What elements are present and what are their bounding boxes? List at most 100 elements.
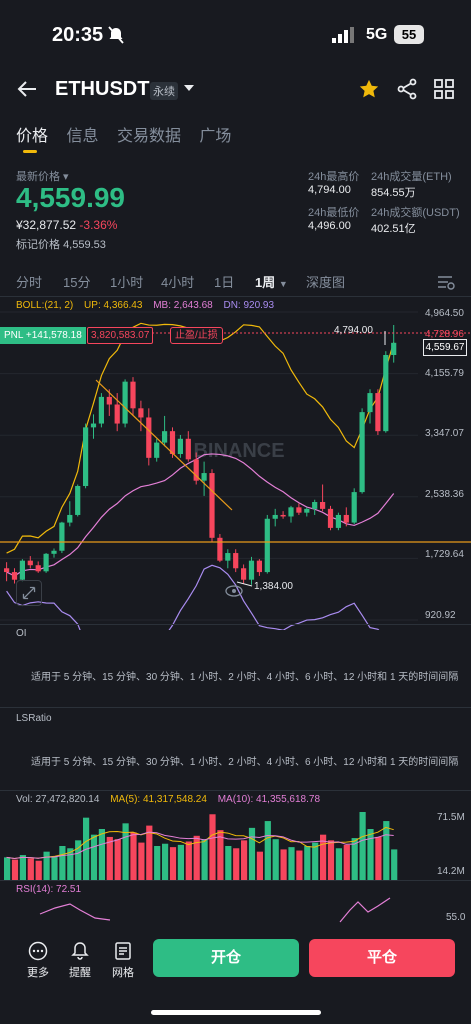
volume-bar: [327, 840, 335, 880]
volume-bar: [367, 829, 374, 880]
volume-bar: [98, 829, 105, 880]
divider: [0, 707, 471, 708]
volume-bar: [59, 846, 66, 880]
candle: [217, 533, 223, 563]
tab-square[interactable]: 广场: [199, 128, 232, 145]
alert-button[interactable]: 提醒: [65, 941, 95, 980]
grid-menu-icon[interactable]: [433, 78, 455, 100]
tab-price[interactable]: 价格: [16, 128, 49, 145]
watermark: BINANCE: [193, 440, 284, 462]
open-position-button[interactable]: 开仓: [153, 939, 299, 977]
header: ETHUSDT 永续: [0, 72, 471, 108]
candle: [233, 549, 239, 573]
high-price-label: 4,794.00: [334, 325, 373, 336]
volume-bar: [106, 836, 113, 880]
volume-bar: [169, 847, 177, 880]
expand-icon[interactable]: [16, 580, 42, 606]
oi-note: 适用于 5 分钟、15 分钟、30 分钟、1 小时、2 小时、4 小时、6 小时…: [31, 672, 459, 683]
tf-1d[interactable]: 1日: [214, 275, 235, 290]
vol-eth-label: 24h成交量(ETH): [371, 171, 452, 183]
volume-bar: [241, 840, 248, 880]
candle: [304, 507, 310, 517]
back-arrow-icon[interactable]: [16, 78, 38, 100]
low-marker: [236, 581, 253, 587]
boll-middle-band: [6, 453, 395, 577]
volume-bar: [177, 844, 184, 880]
rsi-axis: 55.0: [446, 912, 466, 923]
low-price-label: 1,384.00: [254, 581, 293, 592]
status-bar: 20:35 5G 55: [0, 0, 471, 70]
pnl-badge[interactable]: PNL +141,578.18: [0, 327, 86, 344]
share-icon[interactable]: [396, 78, 418, 100]
signal-icon: [332, 27, 354, 43]
candle: [201, 461, 207, 496]
grid-bot-icon: [115, 942, 131, 960]
candle: [248, 556, 255, 585]
lsratio-label: LSRatio: [16, 713, 52, 724]
price-axis-tick: 4,964.50: [425, 308, 464, 319]
close-position-button[interactable]: 平仓: [309, 939, 455, 977]
current-price-tag: 4,559.67: [423, 339, 467, 356]
candlestick-chart[interactable]: BINANCE: [0, 300, 471, 630]
candle: [11, 568, 18, 584]
main-tabs: 价格 信息 交易数据 广场: [16, 122, 245, 156]
tf-1h[interactable]: 1小时: [110, 275, 144, 290]
volume-bar: [114, 839, 121, 880]
grid-trading-button[interactable]: 网格: [108, 941, 138, 980]
eye-icon[interactable]: [224, 583, 244, 599]
volume-bar: [51, 856, 58, 880]
volume-bar: [130, 832, 137, 880]
candle: [375, 389, 381, 435]
volume-ma5-line: [6, 826, 394, 859]
tf-15m[interactable]: 15分: [63, 275, 91, 290]
candle: [75, 484, 81, 517]
tab-info[interactable]: 信息: [66, 128, 99, 145]
more-button[interactable]: 更多: [23, 941, 53, 980]
low-value: 4,496.00: [308, 220, 351, 232]
position-size[interactable]: 3,820,583.07: [87, 327, 154, 344]
boll-legend[interactable]: BOLL:(21, 2) UP: 4,366.43 MB: 2,643.68 D…: [16, 300, 275, 311]
candle: [154, 438, 160, 462]
vol-usdt-label: 24h成交额(USDT): [371, 207, 460, 219]
volume-bar: [122, 823, 129, 880]
divider: [0, 880, 471, 881]
tab-trading-data[interactable]: 交易数据: [116, 128, 181, 145]
candle: [106, 389, 112, 416]
candle: [335, 512, 341, 531]
candle: [209, 469, 215, 542]
tf-line[interactable]: 分时: [16, 275, 43, 290]
volume-bar: [138, 842, 145, 880]
volume-bar: [375, 836, 382, 880]
candle: [343, 507, 349, 527]
volume-bar: [256, 851, 263, 880]
chevron-down-icon[interactable]: [184, 85, 194, 91]
star-icon[interactable]: [358, 78, 380, 100]
candle: [327, 505, 334, 531]
last-price-label[interactable]: 最新价格 ▾: [16, 171, 69, 183]
position-price-label: 4,728.96: [425, 329, 464, 340]
tf-4h[interactable]: 4小时: [161, 275, 195, 290]
chart-settings-icon[interactable]: [437, 274, 455, 290]
divider: [0, 296, 471, 297]
candle: [130, 377, 136, 416]
candle: [312, 499, 318, 515]
tpsl-button[interactable]: 止盈/止损: [170, 327, 223, 344]
tf-depth[interactable]: 深度图: [306, 275, 346, 290]
volume-bar: [217, 830, 224, 880]
candle: [146, 408, 152, 466]
tf-1w[interactable]: 1周 ▼: [255, 275, 288, 290]
volume-bar: [11, 859, 19, 880]
candle: [4, 562, 10, 582]
volume-bar: [27, 858, 34, 880]
volume-bar: [312, 842, 319, 880]
volume-bar: [162, 843, 169, 880]
volume-bar: [225, 846, 232, 880]
volume-bar: [272, 839, 279, 880]
volume-bar: [185, 841, 192, 880]
candle: [59, 521, 65, 554]
symbol-title[interactable]: ETHUSDT: [55, 78, 150, 100]
candle: [193, 452, 199, 485]
divider: [0, 624, 471, 625]
volume-bar: [154, 846, 161, 880]
volume-bar: [35, 860, 42, 880]
